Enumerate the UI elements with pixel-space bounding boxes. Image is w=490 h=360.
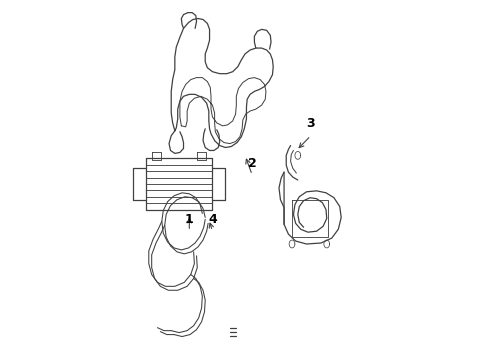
Text: 1: 1 <box>185 213 194 226</box>
Text: 3: 3 <box>307 117 315 130</box>
Text: 2: 2 <box>248 157 257 170</box>
Text: 4: 4 <box>208 213 217 226</box>
